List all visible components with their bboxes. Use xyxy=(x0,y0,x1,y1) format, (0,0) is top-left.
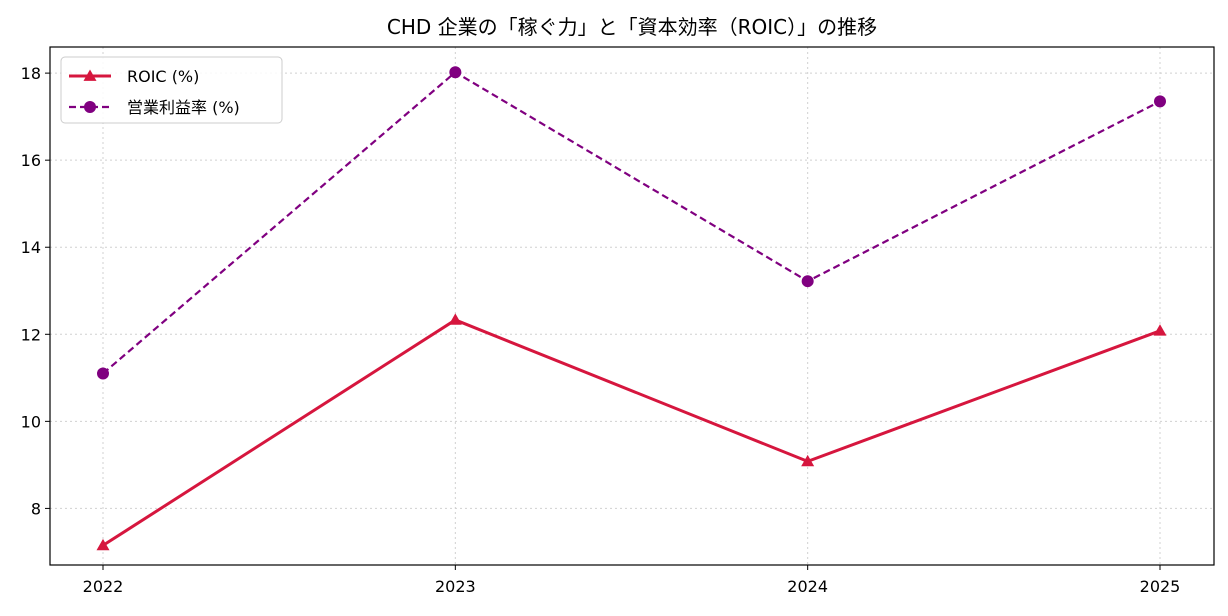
legend-marker xyxy=(84,101,96,113)
legend-label: 営業利益率 (%) xyxy=(127,98,240,117)
y-tick-label: 14 xyxy=(21,238,41,257)
series-line xyxy=(102,71,1161,375)
data-point xyxy=(96,538,110,551)
x-tick-label: 2025 xyxy=(1140,577,1181,596)
y-tick-label: 16 xyxy=(21,151,41,170)
data-point xyxy=(97,367,109,380)
data-point xyxy=(1154,95,1166,108)
y-tick-label: 10 xyxy=(21,412,41,431)
y-tick-label: 12 xyxy=(21,325,41,344)
series-layer xyxy=(96,66,1167,551)
data-point xyxy=(801,454,815,467)
legend-label: ROIC (%) xyxy=(127,67,199,86)
x-tick-label: 2023 xyxy=(435,577,476,596)
legend-box xyxy=(60,56,283,124)
data-point xyxy=(1153,324,1167,336)
legend: ROIC (%) 営業利益率 (%) xyxy=(60,56,283,124)
y-tick-label: 8 xyxy=(31,499,41,518)
data-point xyxy=(448,313,462,325)
y-tick-label: 18 xyxy=(21,64,41,83)
plot-area-frame xyxy=(49,46,1215,566)
x-tick-label: 2022 xyxy=(83,577,124,596)
series-2 xyxy=(97,66,1166,380)
series-1 xyxy=(96,313,1167,551)
tick-layer: 2022 2023 2024 2025 8 10 12 14 16 18 xyxy=(21,64,1181,596)
chart-title: CHD 企業の「稼ぐ力」と「資本効率（ROIC）」の推移 xyxy=(387,15,877,39)
data-point xyxy=(801,275,814,288)
legend-marker xyxy=(83,69,97,81)
data-point xyxy=(449,66,462,79)
grid-layer xyxy=(50,47,1214,565)
series-line xyxy=(102,318,1161,547)
x-tick-label: 2024 xyxy=(787,577,828,596)
